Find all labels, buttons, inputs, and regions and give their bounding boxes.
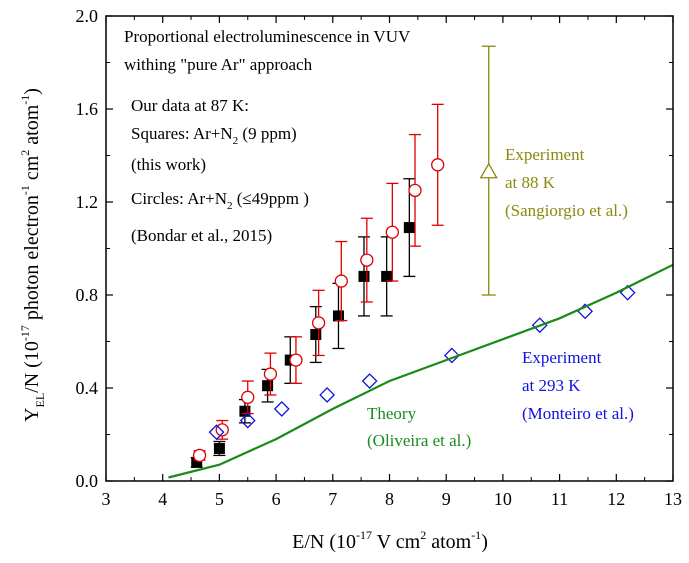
annotation-exp293-line2: at 293 K <box>522 376 581 395</box>
diamond-point <box>361 373 378 389</box>
x-tick-label: 4 <box>158 489 167 509</box>
square-point <box>332 310 344 322</box>
circle-point <box>215 423 229 437</box>
x-tick-label: 8 <box>385 489 394 509</box>
x-tick-label: 3 <box>102 489 111 509</box>
annotation-exp88-line3: (Sangiorgio et al.) <box>505 201 628 220</box>
square-point <box>191 456 203 468</box>
circle-point <box>192 448 207 463</box>
x-axis-label: E/N (10-17 V cm2 atom-1) <box>292 528 488 553</box>
square-point <box>239 405 251 417</box>
diamond-point <box>273 401 290 417</box>
x-tick-label: 11 <box>551 489 568 509</box>
square-point <box>310 329 322 341</box>
annotation-exp88-line1: Experiment <box>505 145 585 164</box>
theory-curve <box>168 263 674 479</box>
x-tick-label: 10 <box>494 489 512 509</box>
circle-point <box>289 353 303 367</box>
square-point <box>213 442 225 454</box>
circle-point <box>431 158 445 172</box>
y-tick-label: 2.0 <box>76 6 99 26</box>
diamond-point <box>239 412 256 429</box>
triangle-point <box>479 162 498 179</box>
x-tick-label: 12 <box>607 489 625 509</box>
annotation-circles: Circles: Ar+N2 (≤49ppm ) <box>131 189 309 212</box>
circle-point <box>334 274 348 288</box>
y-tick-label: 0.0 <box>76 471 99 491</box>
square-point <box>403 222 415 234</box>
annotation-title-line1: Proportional electroluminescence in VUV <box>124 27 411 46</box>
x-tick-label: 5 <box>215 489 224 509</box>
diamond-point <box>443 347 460 364</box>
annotations: Proportional electroluminescence in VUV … <box>18 27 634 553</box>
circle-point <box>385 225 399 239</box>
axes: 3 4 5 6 7 8 9 10 11 12 13 0.0 0.4 0.8 1.2 1.6 2.0 <box>76 6 683 509</box>
square-point <box>262 380 274 392</box>
annotation-our-data: Our data at 87 K: <box>131 96 249 115</box>
annotation-theory-line2: (Oliveira et al.) <box>367 431 471 450</box>
annotation-exp293-line3: (Monteiro et al.) <box>522 404 634 423</box>
square-point <box>381 270 393 282</box>
y-axis-label: YEL/N (10-17 photon electron-1 cm2 atom-… <box>18 88 47 422</box>
circle-point <box>408 183 422 198</box>
circle-point <box>241 390 255 404</box>
annotation-exp293-line1: Experiment <box>522 348 602 367</box>
annotation-exp88-line2: at 88 K <box>505 173 556 192</box>
plot-area <box>168 45 674 479</box>
annotation-squares: Squares: Ar+N2 (9 ppm) <box>131 124 297 147</box>
circle-point <box>263 367 278 381</box>
annotation-bondar: (Bondar et al., 2015) <box>131 226 272 245</box>
y-tick-label: 0.4 <box>76 378 99 398</box>
annotation-title-line2: withing "pure Ar" approach <box>124 55 313 74</box>
square-point <box>358 270 370 282</box>
annotation-this-work: (this work) <box>131 155 206 174</box>
annotation-theory-line1: Theory <box>367 404 417 423</box>
diamond-point <box>319 387 336 403</box>
y-tick-label: 0.8 <box>76 285 99 305</box>
x-tick-label: 7 <box>328 489 337 509</box>
y-tick-label: 1.2 <box>76 192 99 212</box>
x-tick-label: 9 <box>442 489 451 509</box>
circle-point <box>360 253 374 267</box>
circle-point <box>311 316 326 330</box>
x-tick-label: 6 <box>272 489 281 509</box>
y-tick-label: 1.6 <box>76 99 99 119</box>
diamond-point <box>208 424 225 441</box>
x-tick-label: 13 <box>664 489 682 509</box>
